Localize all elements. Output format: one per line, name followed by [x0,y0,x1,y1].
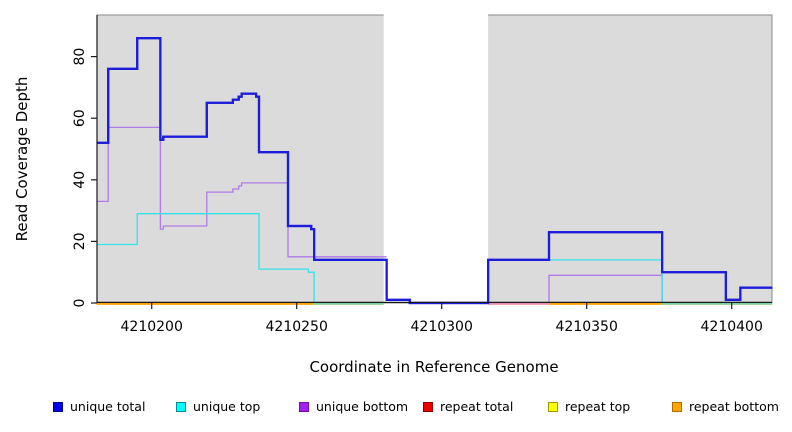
legend-swatch-icon [548,402,558,412]
y-tick-label: 60 [72,109,88,127]
x-tick-label: 4210300 [411,319,473,335]
y-tick-label: 80 [72,48,88,66]
legend-swatch-icon [176,402,186,412]
masked-coverage-gap [383,13,489,303]
chart-legend: unique total unique top unique bottom repea… [0,399,792,419]
legend-swatch-icon [423,402,433,412]
legend-item-repeat-bottom: repeat bottom [672,399,779,415]
y-tick-label: 40 [72,171,88,189]
y-tick-label: 20 [72,232,88,250]
legend-item-repeat-total: repeat total [423,399,513,415]
legend-label: repeat top [565,399,631,414]
legend-item-repeat-top: repeat top [548,399,630,415]
legend-label: unique total [70,399,146,414]
x-tick-label: 4210200 [121,319,183,335]
legend-item-unique-bottom: unique bottom [299,399,408,415]
x-tick-label: 4210250 [266,319,328,335]
legend-label: repeat bottom [689,399,779,414]
legend-item-unique-top: unique top [176,399,260,415]
legend-swatch-icon [53,402,63,412]
y-tick-label: 0 [72,299,88,308]
legend-label: unique top [193,399,261,414]
legend-item-unique-total: unique total [53,399,145,415]
x-tick-label: 4210350 [556,319,618,335]
legend-swatch-icon [299,402,309,412]
legend-label: unique bottom [316,399,409,414]
series-line-unique-total-overlay [96,37,773,305]
legend-label: repeat total [440,399,514,414]
x-tick-label: 4210400 [701,319,763,335]
x-axis-title: Coordinate in Reference Genome [309,358,558,376]
legend-swatch-icon [672,402,682,412]
y-axis-title: Read Coverage Depth [13,77,31,242]
